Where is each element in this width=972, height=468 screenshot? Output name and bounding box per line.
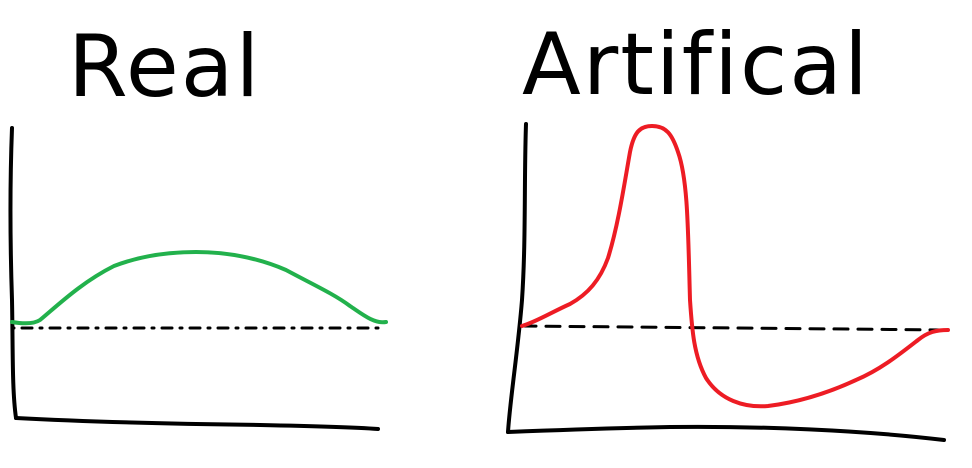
real-y-axis (8, 126, 18, 420)
artificial-x-axis (506, 424, 946, 442)
artificial-panel: Artifical (506, 15, 950, 442)
real-panel: Real (8, 17, 388, 431)
artificial-curve (520, 124, 950, 409)
real-curve (10, 250, 388, 326)
artificial-title: Artifical (522, 15, 870, 115)
artificial-y-axis (506, 122, 528, 434)
artificial-baseline (520, 324, 950, 332)
real-x-axis (14, 416, 380, 431)
real-title: Real (68, 17, 261, 117)
